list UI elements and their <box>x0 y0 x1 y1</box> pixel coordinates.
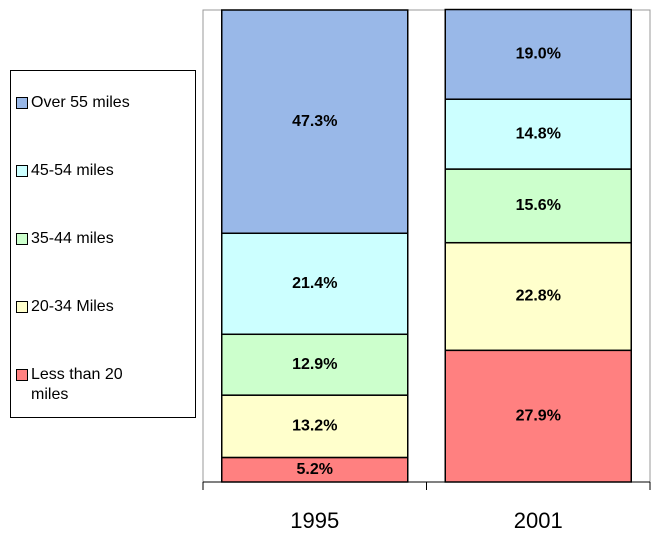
legend-swatch <box>16 165 28 177</box>
legend-swatch <box>16 233 28 245</box>
legend-swatch <box>16 301 28 313</box>
data-label: 21.4% <box>292 275 337 292</box>
data-label: 19.0% <box>516 46 561 63</box>
legend-item: Less than 20 miles <box>16 365 153 405</box>
legend: Less than 20 miles 20-34 Miles 35-44 miles… <box>10 70 196 418</box>
data-label: 15.6% <box>516 197 561 214</box>
data-label: 13.2% <box>292 418 337 435</box>
legend-item: 45-54 miles <box>16 161 153 181</box>
legend-label: 20-34 Miles <box>31 298 114 315</box>
data-label: 47.3% <box>292 113 337 130</box>
legend-swatch <box>16 369 28 381</box>
x-tick-label: 1995 <box>290 508 339 533</box>
bar-segment <box>444 98 632 170</box>
bar-segment <box>221 9 409 235</box>
legend-label: Less than 20 miles <box>31 366 123 403</box>
legend-label: 45-54 miles <box>31 162 114 179</box>
x-tick-label: 2001 <box>514 508 563 533</box>
legend-swatch <box>16 97 28 109</box>
legend-label: Over 55 miles <box>31 94 130 111</box>
data-label: 14.8% <box>516 125 561 142</box>
bar-segment <box>444 8 632 100</box>
legend-item: 20-34 Miles <box>16 297 153 317</box>
data-label: 27.9% <box>516 407 561 424</box>
legend-label: 35-44 miles <box>31 230 114 247</box>
bar-segment <box>444 241 632 352</box>
bar-segment <box>444 349 632 483</box>
legend-item: 35-44 miles <box>16 229 153 249</box>
data-label: 12.9% <box>292 356 337 373</box>
bar-segment <box>444 168 632 244</box>
bar-segment <box>221 394 409 459</box>
data-label: 5.2% <box>297 461 333 478</box>
legend-item: Over 55 miles <box>16 93 153 113</box>
data-label: 22.8% <box>516 288 561 305</box>
